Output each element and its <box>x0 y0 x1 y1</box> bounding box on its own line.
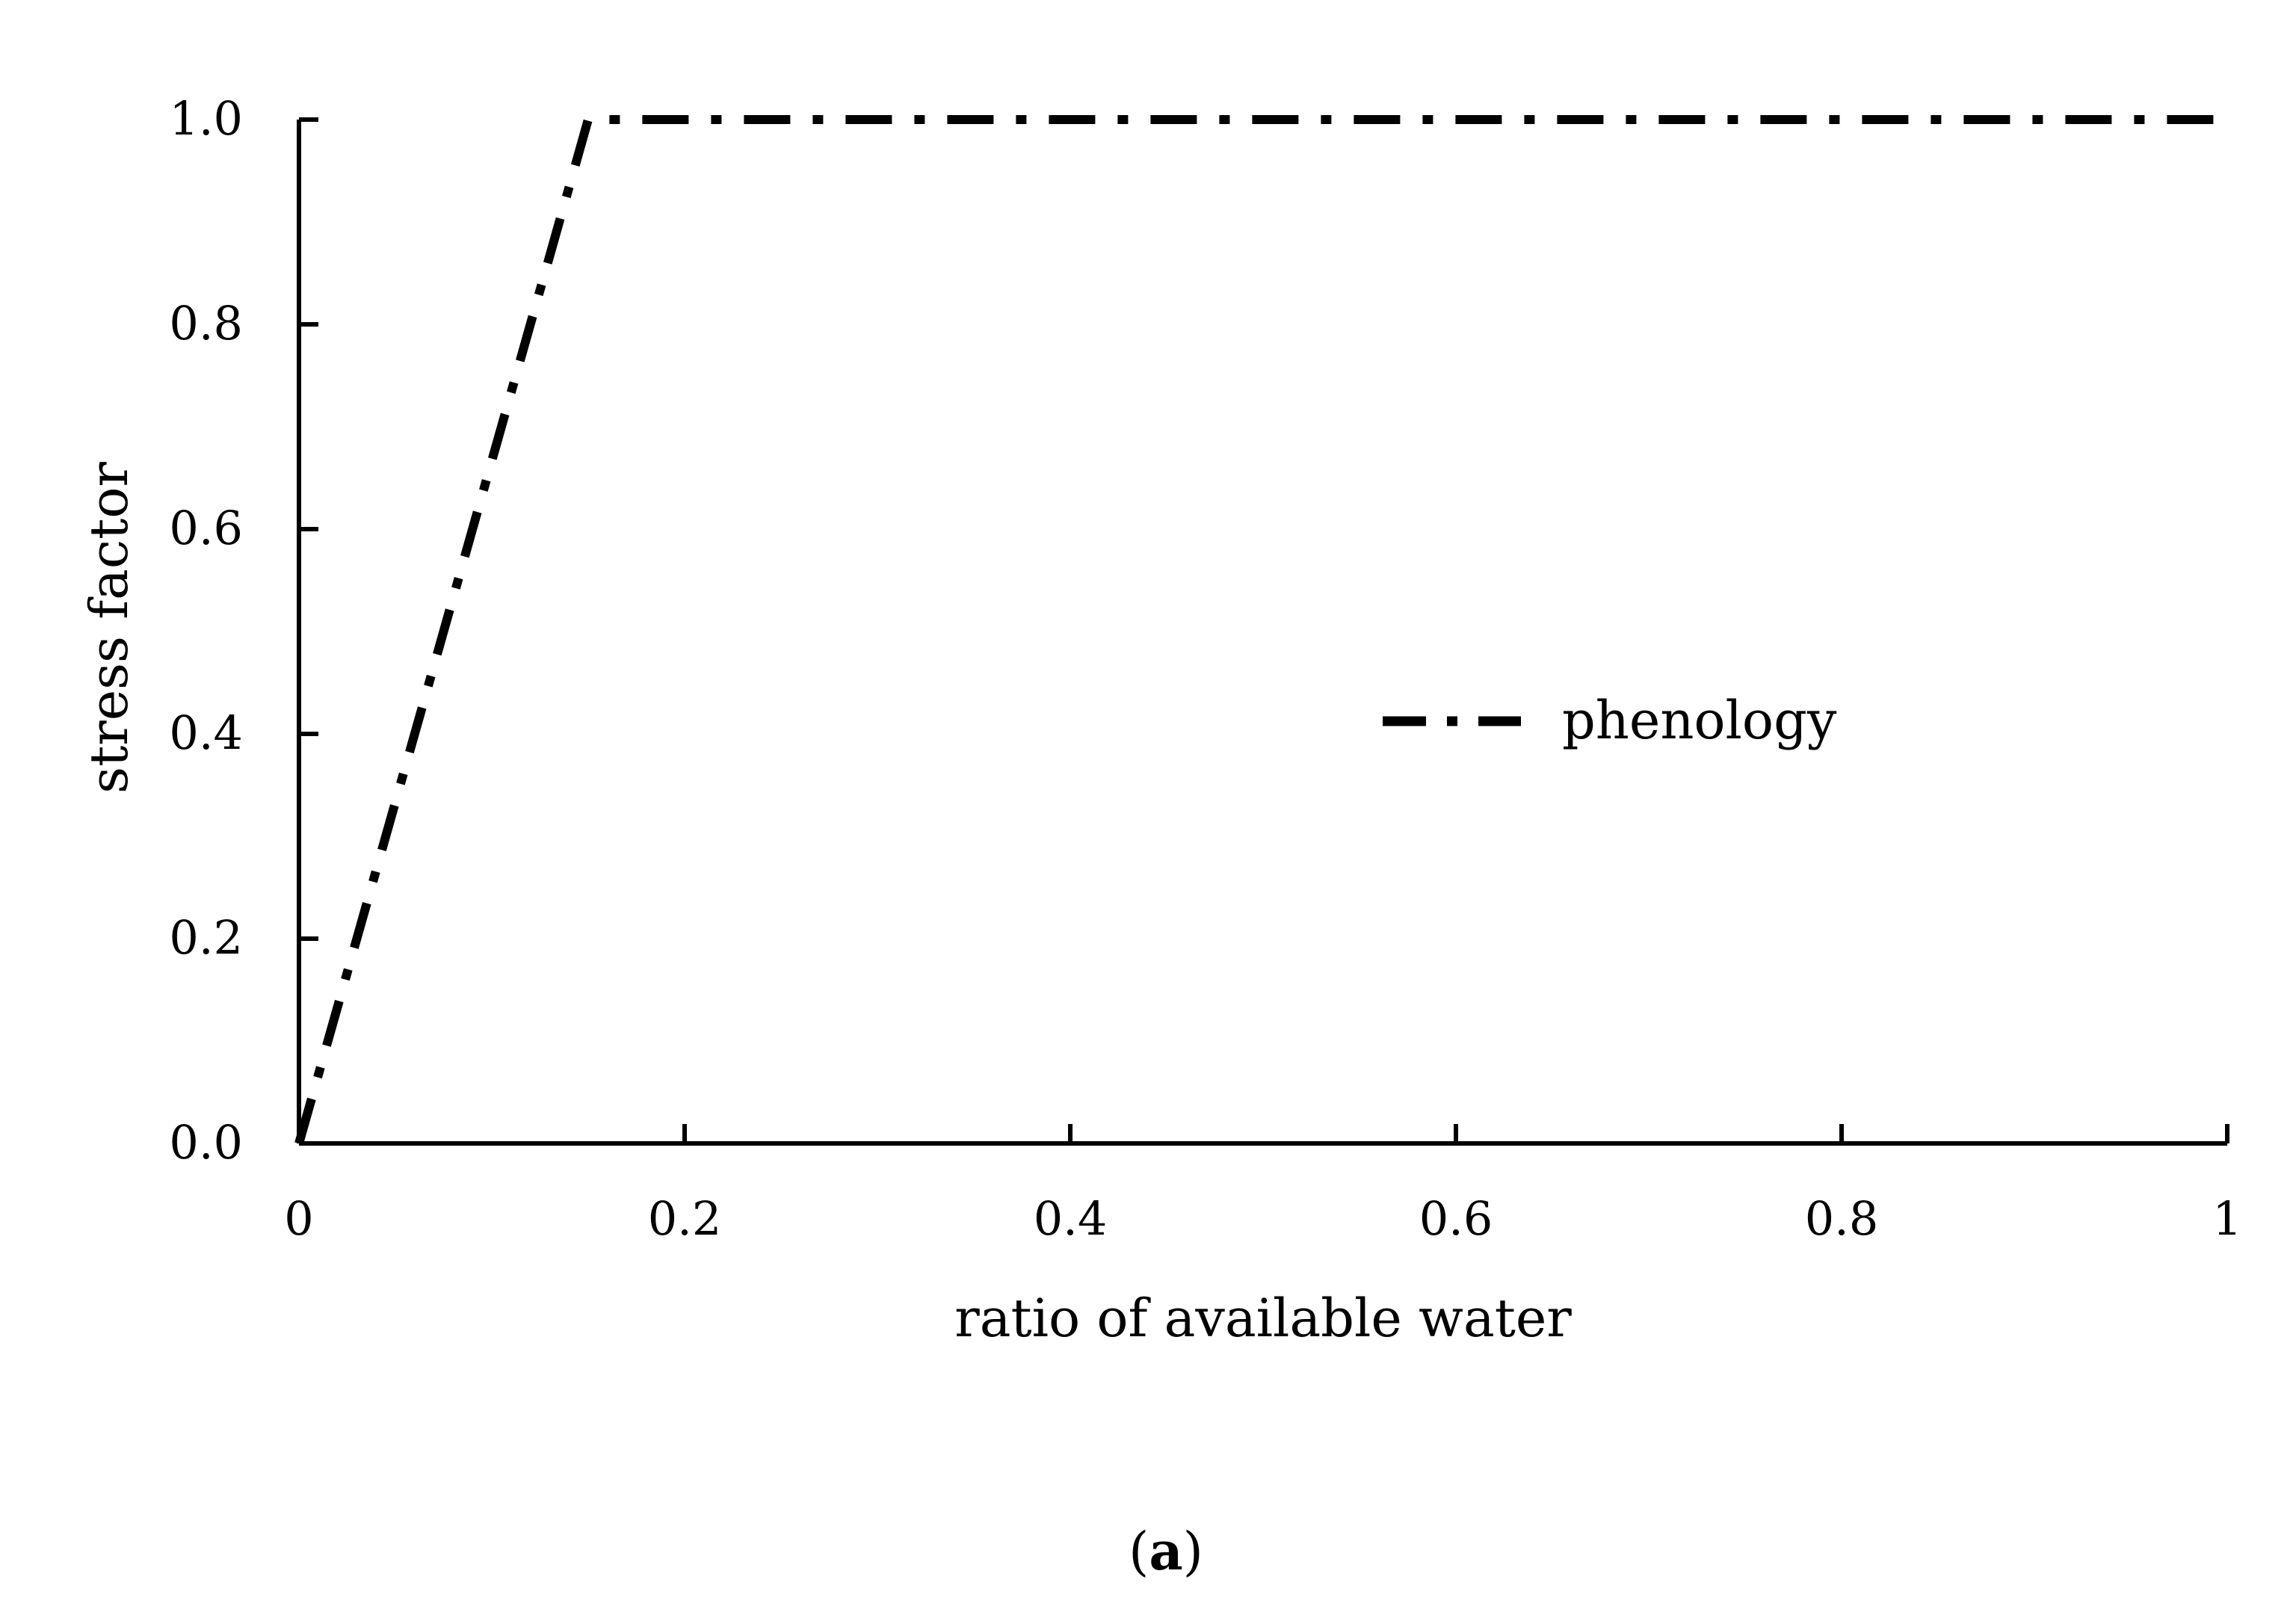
y-axis-title: stress factor <box>78 462 140 794</box>
y-tick-label-0: 0.0 <box>169 1115 243 1170</box>
x-tick-label-4: 0.8 <box>1805 1191 1879 1246</box>
axes: 0 0.2 0.4 0.6 0.8 1 0.0 0.2 0.4 0.6 0.8 1.0 <box>169 91 2241 1246</box>
legend-label-phenology: phenology <box>1562 690 1837 751</box>
x-tick-label-5: 1 <box>2212 1191 2241 1246</box>
legend: phenology <box>1383 690 1837 751</box>
series-layer <box>294 115 2227 1145</box>
x-tick-label-3: 0.6 <box>1419 1191 1493 1246</box>
figure-caption: (a) <box>1129 1520 1203 1582</box>
y-tick-label-2: 0.4 <box>169 705 243 760</box>
caption-close-paren: ) <box>1183 1521 1203 1582</box>
x-tick-label-1: 0.2 <box>648 1191 722 1246</box>
x-axis-title: ratio of available water <box>954 1288 1572 1349</box>
y-tick-label-3: 0.6 <box>169 501 243 555</box>
x-tick-label-0: 0 <box>284 1191 313 1246</box>
y-tick-label-1: 0.2 <box>169 910 243 965</box>
series-line-phenology <box>294 115 2227 1145</box>
y-tick-label-5: 1.0 <box>169 91 243 146</box>
y-tick-label-4: 0.8 <box>169 296 243 351</box>
caption-letter: a <box>1149 1520 1182 1582</box>
x-tick-label-2: 0.4 <box>1034 1191 1108 1246</box>
caption-open-paren: ( <box>1129 1521 1149 1582</box>
